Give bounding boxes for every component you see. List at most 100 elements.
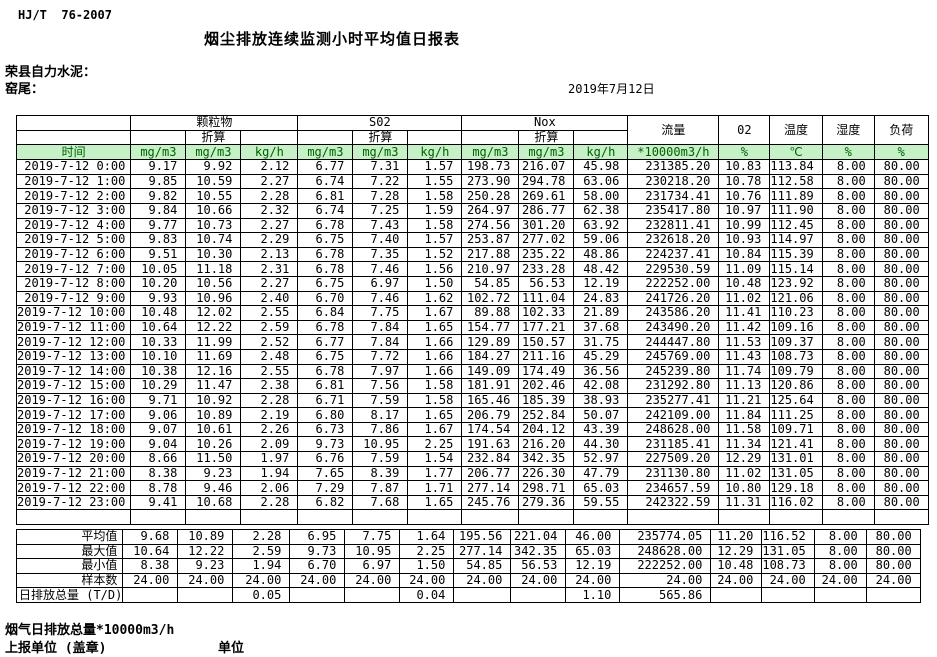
summary-label-cell: 日排放总量 (T/D)	[15, 587, 124, 603]
value-cell: 109.71	[769, 421, 823, 438]
summary-row: 最大值 10.64 12.22 2.59 9.73 10.95 2.25 277.14 342.…	[15, 543, 921, 560]
conversion-header: 折算	[185, 129, 242, 146]
time-column-header: 时间	[15, 144, 132, 161]
value-cell: 56.53	[518, 275, 575, 292]
value-cell: 1.94	[240, 465, 299, 482]
value-cell: 2.28	[240, 392, 299, 409]
table-row: 2019-7-12 4:00 9.77 10.73 2.27 6.78 7.43 1.58 2…	[15, 217, 929, 234]
summary-value-cell: 24.00	[177, 572, 234, 589]
value-cell: 7.25	[352, 202, 409, 219]
summary-value-cell: 24.00	[865, 572, 921, 589]
value-cell: 241726.20	[627, 290, 720, 307]
value-cell: 7.40	[352, 232, 409, 248]
value-cell: 8.00	[821, 378, 875, 394]
value-cell: 11.21	[718, 392, 771, 409]
empty-cell	[352, 509, 409, 526]
value-cell: 8.00	[821, 261, 875, 277]
value-cell: 7.35	[352, 246, 409, 263]
empty-cell	[821, 509, 875, 526]
value-cell: 6.75	[297, 348, 354, 365]
value-cell: 235277.41	[627, 392, 720, 409]
value-cell: 222252.00	[627, 275, 720, 292]
value-cell: 165.46	[461, 392, 520, 409]
summary-value-cell: 12.19	[565, 558, 621, 574]
value-cell: 245239.80	[627, 363, 720, 380]
value-cell: 248628.00	[627, 421, 720, 438]
value-cell: 80.00	[873, 494, 929, 511]
value-cell: 245769.00	[627, 348, 720, 365]
value-cell: 184.27	[461, 348, 520, 365]
monitoring-table: 颗粒物 S02 Nox 流量 02 温度 湿度 负荷 折算 折算 折算	[15, 114, 929, 526]
value-cell: 7.46	[352, 290, 409, 307]
value-cell: 11.43	[718, 348, 771, 365]
value-cell: 2.12	[240, 159, 299, 175]
value-cell: 48.86	[573, 246, 629, 263]
time-cell: 2019-7-12 4:00	[15, 217, 132, 234]
value-cell: 52.97	[573, 451, 629, 467]
time-cell: 2019-7-12 3:00	[15, 202, 132, 219]
value-cell: 8.00	[821, 319, 875, 336]
summary-value-cell: 10.64	[122, 543, 179, 560]
value-cell: 115.39	[769, 246, 823, 263]
value-cell: 1.65	[407, 319, 463, 336]
value-cell: 38.93	[573, 392, 629, 409]
value-cell: 7.65	[297, 465, 354, 482]
value-cell: 114.97	[769, 232, 823, 248]
value-cell: 6.97	[352, 275, 409, 292]
value-cell: 80.00	[873, 363, 929, 380]
summary-row: 样本数 24.00 24.00 24.00 24.00 24.00 24.00 24.00 24…	[15, 572, 921, 589]
conversion-header: 折算	[352, 129, 409, 146]
value-cell: 10.05	[130, 261, 187, 277]
value-cell: 1.58	[407, 188, 463, 204]
value-cell: 80.00	[873, 348, 929, 365]
summary-value-cell: 24.00	[289, 572, 346, 589]
value-cell: 24.83	[573, 290, 629, 307]
value-cell: 274.56	[461, 217, 520, 234]
summary-value-cell: 80.00	[865, 543, 921, 560]
value-cell: 10.64	[130, 319, 187, 336]
value-cell: 8.00	[821, 334, 875, 350]
value-cell: 7.86	[352, 421, 409, 438]
value-cell: 286.77	[518, 202, 575, 219]
value-cell: 279.36	[518, 494, 575, 511]
value-cell: 8.00	[821, 246, 875, 263]
value-cell: 1.56	[407, 261, 463, 277]
value-cell: 11.47	[185, 378, 242, 394]
summary-row: 最小值 8.38 9.23 1.94 6.70 6.97 1.50 54.85 56.53 12.…	[15, 558, 921, 574]
summary-value-cell	[177, 587, 234, 603]
value-cell: 1.67	[407, 305, 463, 321]
report-date: 2019年7月12日	[568, 82, 655, 96]
value-cell: 80.00	[873, 232, 929, 248]
value-cell: 244447.80	[627, 334, 720, 350]
value-cell: 8.00	[821, 202, 875, 219]
value-cell: 8.00	[821, 494, 875, 511]
value-cell: 9.82	[130, 188, 187, 204]
value-cell: 10.96	[185, 290, 242, 307]
summary-label-cell: 样本数	[15, 572, 124, 589]
reporting-unit-label: 上报单位 (盖章)	[5, 641, 107, 656]
table-row: 2019-7-12 2:00 9.82 10.55 2.28 6.81 7.28 1.58 2…	[15, 188, 929, 204]
table-row: 2019-7-12 15:00 10.29 11.47 2.38 6.81 7.56 1.5…	[15, 378, 929, 394]
time-cell: 2019-7-12 23:00	[15, 494, 132, 511]
summary-value-cell: 24.00	[619, 572, 712, 589]
table-row: 2019-7-12 8:00 10.20 10.56 2.27 6.75 6.97 1.50…	[15, 275, 929, 292]
value-cell: 80.00	[873, 480, 929, 496]
value-cell: 47.79	[573, 465, 629, 482]
summary-value-cell	[761, 587, 815, 603]
empty-cell	[185, 509, 242, 526]
value-cell: 9.93	[130, 290, 187, 307]
time-cell: 2019-7-12 11:00	[15, 319, 132, 336]
empty-cell	[297, 509, 354, 526]
value-cell: 1.66	[407, 348, 463, 365]
value-cell: 2.55	[240, 363, 299, 380]
summary-value-cell: 24.00	[232, 572, 291, 589]
summary-value-cell: 565.86	[619, 587, 712, 603]
value-cell: 7.84	[352, 319, 409, 336]
value-cell: 12.16	[185, 363, 242, 380]
summary-value-cell	[453, 587, 512, 603]
value-cell: 11.09	[718, 261, 771, 277]
value-cell: 11.84	[718, 407, 771, 423]
value-cell: 2.27	[240, 173, 299, 190]
value-cell: 6.78	[297, 319, 354, 336]
value-cell: 8.00	[821, 290, 875, 307]
